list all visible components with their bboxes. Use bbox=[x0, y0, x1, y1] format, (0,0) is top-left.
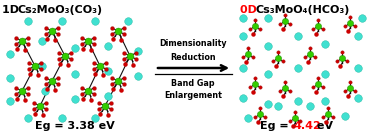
Text: Band Gap: Band Gap bbox=[171, 80, 215, 89]
Text: Eg =: Eg = bbox=[260, 121, 293, 131]
Text: Eg = 3.38 eV: Eg = 3.38 eV bbox=[35, 121, 115, 131]
Text: Reduction: Reduction bbox=[170, 52, 216, 61]
Text: 0D: 0D bbox=[240, 5, 261, 15]
Text: 1D: 1D bbox=[2, 5, 23, 15]
Text: Dimensionality: Dimensionality bbox=[159, 39, 227, 49]
Text: Cs₂MoO₃(CO₃): Cs₂MoO₃(CO₃) bbox=[18, 5, 103, 15]
Text: eV: eV bbox=[313, 121, 333, 131]
Text: 4.42: 4.42 bbox=[293, 121, 321, 131]
Text: Cs₃MoO₄(HCO₃): Cs₃MoO₄(HCO₃) bbox=[255, 5, 349, 15]
Text: Enlargement: Enlargement bbox=[164, 92, 222, 101]
